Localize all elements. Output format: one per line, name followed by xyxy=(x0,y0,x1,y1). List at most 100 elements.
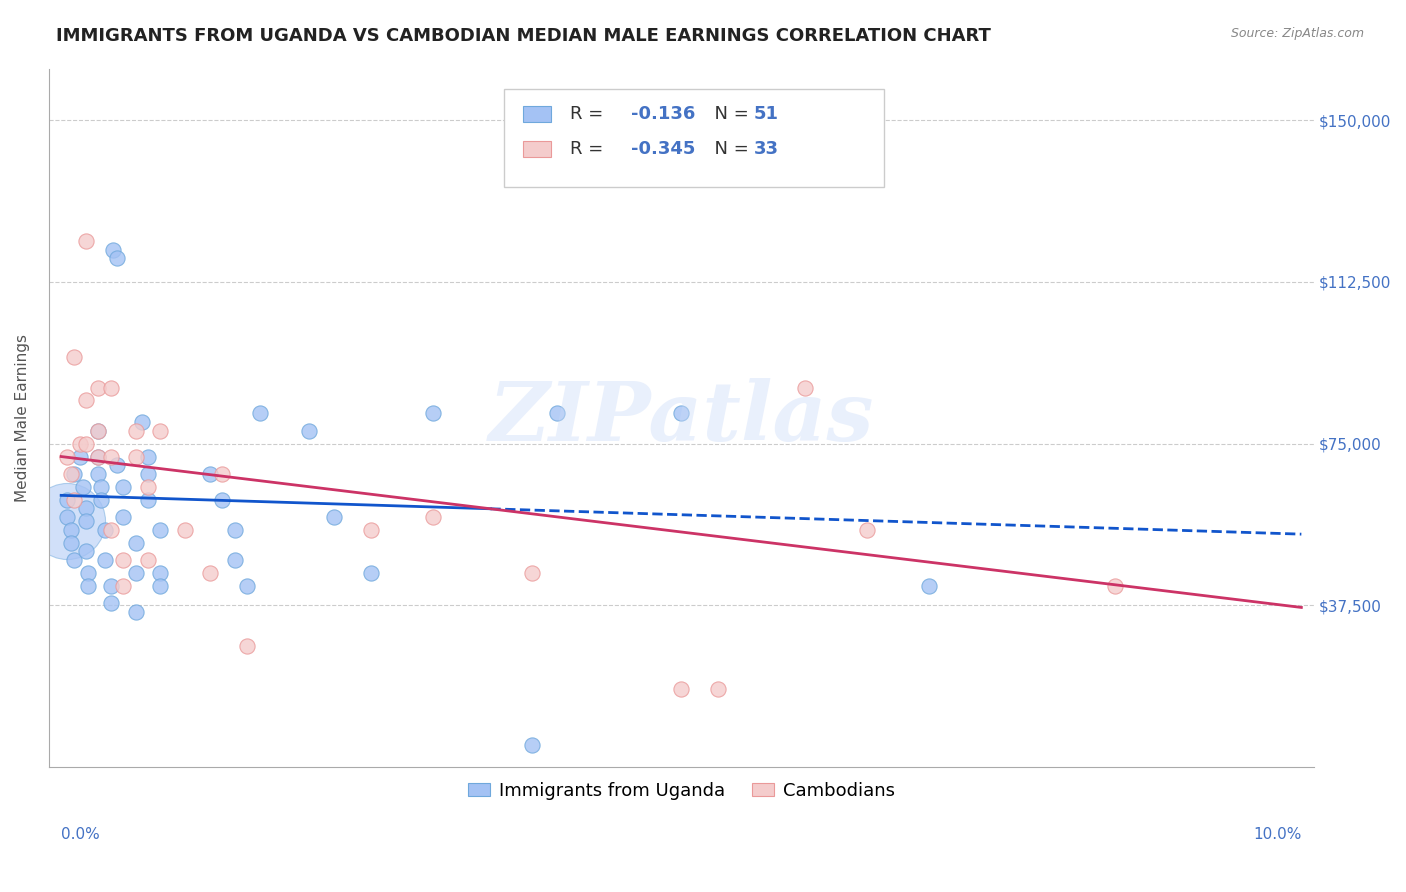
Point xyxy=(72,480,94,494)
Point xyxy=(87,380,110,394)
Point xyxy=(546,406,568,420)
Text: IMMIGRANTS FROM UGANDA VS CAMBODIAN MEDIAN MALE EARNINGS CORRELATION CHART: IMMIGRANTS FROM UGANDA VS CAMBODIAN MEDI… xyxy=(56,27,991,45)
Point xyxy=(75,501,97,516)
Point xyxy=(112,480,135,494)
Point xyxy=(87,424,110,438)
Point xyxy=(103,243,125,257)
Point xyxy=(298,424,321,438)
Point xyxy=(75,436,97,450)
Point xyxy=(360,566,382,580)
Point xyxy=(93,523,115,537)
Point xyxy=(136,480,159,494)
Text: -0.136: -0.136 xyxy=(631,105,695,123)
Point xyxy=(124,605,146,619)
Point xyxy=(75,393,97,408)
Point xyxy=(112,579,135,593)
Text: 51: 51 xyxy=(754,105,779,123)
FancyBboxPatch shape xyxy=(505,89,883,187)
Legend: Immigrants from Uganda, Cambodians: Immigrants from Uganda, Cambodians xyxy=(461,774,901,807)
Point xyxy=(90,480,112,494)
Point xyxy=(56,514,79,528)
Point xyxy=(136,553,159,567)
Point xyxy=(93,553,115,567)
Point xyxy=(124,450,146,464)
Point xyxy=(105,251,128,265)
Point xyxy=(69,450,91,464)
Point xyxy=(75,514,97,528)
Point xyxy=(1104,579,1126,593)
Point xyxy=(60,535,83,549)
Point xyxy=(56,492,79,507)
Point xyxy=(671,682,693,697)
Point xyxy=(112,509,135,524)
Point xyxy=(671,406,693,420)
Point xyxy=(62,553,84,567)
Point xyxy=(75,544,97,558)
Point xyxy=(198,566,221,580)
Point xyxy=(56,450,79,464)
Point xyxy=(124,424,146,438)
FancyBboxPatch shape xyxy=(523,106,551,121)
Point xyxy=(323,509,346,524)
Point xyxy=(249,406,271,420)
Point xyxy=(136,450,159,464)
Point xyxy=(60,523,83,537)
Point xyxy=(100,579,122,593)
Text: Source: ZipAtlas.com: Source: ZipAtlas.com xyxy=(1230,27,1364,40)
Point xyxy=(360,523,382,537)
Point xyxy=(77,566,100,580)
Text: N =: N = xyxy=(703,140,754,158)
Text: 10.0%: 10.0% xyxy=(1253,827,1302,842)
Text: ZIPatlas: ZIPatlas xyxy=(488,377,875,458)
Point xyxy=(100,596,122,610)
Point xyxy=(87,450,110,464)
Point xyxy=(124,566,146,580)
Point xyxy=(211,467,233,481)
Point xyxy=(918,579,941,593)
Point xyxy=(87,424,110,438)
Point xyxy=(149,523,172,537)
Point xyxy=(100,380,122,394)
Point xyxy=(707,682,730,697)
Point xyxy=(87,450,110,464)
Point xyxy=(100,450,122,464)
Point xyxy=(124,535,146,549)
Point xyxy=(149,424,172,438)
Point xyxy=(87,467,110,481)
Point xyxy=(136,467,159,481)
Point xyxy=(131,415,153,429)
Point xyxy=(174,523,197,537)
Text: R =: R = xyxy=(569,105,609,123)
Point xyxy=(198,467,221,481)
Point xyxy=(856,523,879,537)
Point xyxy=(56,509,79,524)
Point xyxy=(522,739,544,753)
Point xyxy=(211,492,233,507)
Point xyxy=(136,492,159,507)
Point xyxy=(62,467,84,481)
Point xyxy=(149,566,172,580)
Y-axis label: Median Male Earnings: Median Male Earnings xyxy=(15,334,30,501)
Point xyxy=(224,553,246,567)
Point xyxy=(77,579,100,593)
Text: N =: N = xyxy=(703,105,754,123)
Point xyxy=(100,523,122,537)
Point xyxy=(105,458,128,472)
Point xyxy=(60,467,83,481)
Point xyxy=(224,523,246,537)
Point xyxy=(112,553,135,567)
Point xyxy=(236,639,259,653)
Text: -0.345: -0.345 xyxy=(631,140,695,158)
Point xyxy=(149,579,172,593)
Point xyxy=(422,509,444,524)
Point xyxy=(422,406,444,420)
Point xyxy=(69,436,91,450)
Point xyxy=(236,579,259,593)
Point xyxy=(62,492,84,507)
Point xyxy=(75,234,97,248)
Point xyxy=(62,351,84,365)
Point xyxy=(90,492,112,507)
Point xyxy=(794,380,817,394)
Point xyxy=(522,566,544,580)
Text: R =: R = xyxy=(569,140,609,158)
